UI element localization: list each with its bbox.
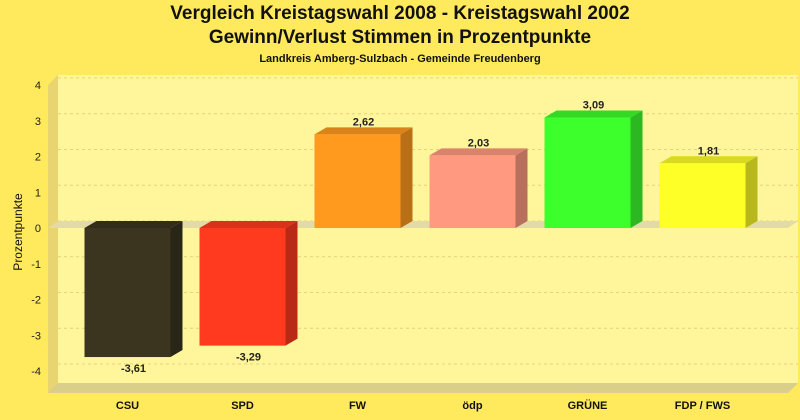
bar-ödp [429,148,528,228]
bar-top [544,110,643,118]
value-label: 2,62 [353,116,374,128]
bar-top [314,127,413,135]
bar-top [199,221,298,228]
x-tick-label: CSU [116,400,139,412]
value-label: 3,09 [583,100,604,112]
y-tick-label: 1 [35,187,41,199]
y-tick-label: -1 [31,259,41,271]
y-tick-label: -2 [31,295,41,307]
y-axis-ticks: -4 -3 -2 -1 0 1 2 3 4 [31,80,41,378]
value-label: -3,29 [236,352,261,364]
bar-side [515,148,528,228]
bar-front [429,155,516,228]
value-label: 1,81 [698,145,719,157]
chart-title-line2: Gewinn/Verlust Stimmen in Prozentpunkte [208,27,592,48]
bar-side [170,221,183,358]
chart-title: Vergleich Kreistagswahl 2008 - Kreistags… [170,3,630,24]
category-labels: CSU SPD FW ödp GRÜNE FDP / FWS [116,399,730,412]
bar-fw [314,127,413,228]
y-axis-label: Prozentpunkte [11,193,25,271]
y-tick-label: -4 [31,366,41,378]
value-label: -3,61 [121,363,146,375]
y-tick-label: 3 [35,116,41,128]
bar-front [314,134,401,228]
bar-side [285,221,298,346]
value-labels: -3,61 -3,29 2,62 2,03 3,09 1,81 [121,100,719,376]
chart-subtitle: Landkreis Amberg-Sulzbach - Gemeinde Fre… [259,53,541,65]
bar-spd [199,221,298,346]
bar-front [544,117,631,228]
y-tick-label: -3 [31,330,41,342]
bars [84,110,758,358]
bar-side [745,156,758,228]
bar-front [659,163,746,228]
x-tick-label: ödp [462,400,482,412]
x-tick-label: SPD [231,400,254,412]
bar-csu [84,221,183,358]
bar-fdp-fws [659,156,758,228]
y-tick-label: 4 [35,80,41,92]
x-tick-label: GRÜNE [568,399,608,412]
value-label: 2,03 [468,137,489,149]
bar-front [199,228,286,346]
bar-top [84,221,183,228]
plot-side-wall [48,75,58,393]
x-tick-label: FDP / FWS [675,400,730,412]
y-tick-label: 0 [35,223,41,235]
plot-floor [48,383,798,393]
bar-grüne [544,110,643,228]
bar-side [630,110,643,228]
y-tick-label: 2 [35,152,41,164]
bar-side [400,127,413,228]
bar-top [429,148,528,156]
bar-top [659,156,758,164]
bar-front [84,228,171,358]
x-tick-label: FW [349,400,367,412]
